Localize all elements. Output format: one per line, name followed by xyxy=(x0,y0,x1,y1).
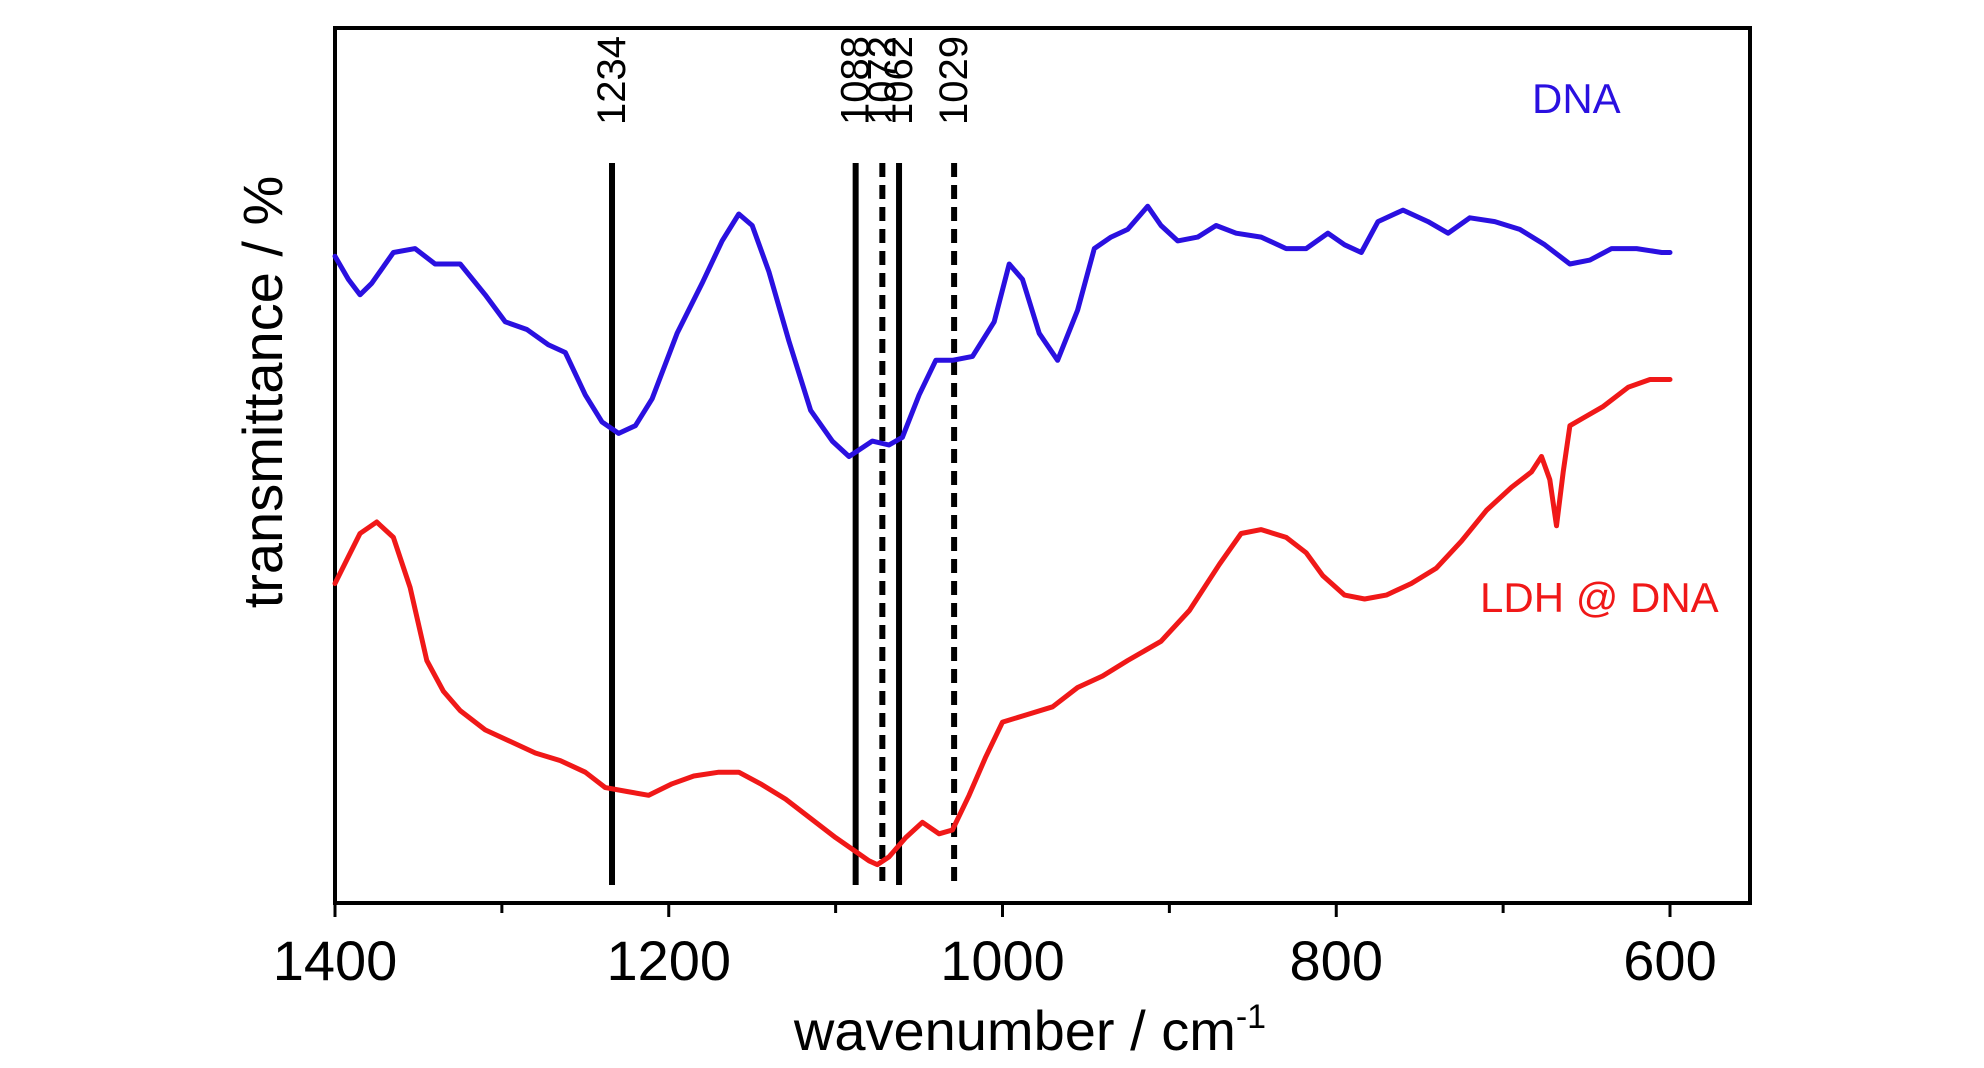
series-label-dna: DNA xyxy=(1532,75,1621,122)
series-label-ldh-dna: LDH @ DNA xyxy=(1480,574,1719,621)
series-lines xyxy=(332,203,1673,868)
marker-label-1088: 1088 xyxy=(834,36,878,125)
x-tick-label: 600 xyxy=(1623,929,1716,992)
x-axis-title-text: wavenumber / cm xyxy=(793,999,1236,1062)
marker-label-1029: 1029 xyxy=(932,36,976,125)
y-axis-title: transmittance / % xyxy=(231,176,294,609)
series-line-ldh-dna xyxy=(332,377,1673,868)
marker-label-1072: 1072 xyxy=(860,36,904,125)
x-tick-label: 1000 xyxy=(940,929,1065,992)
x-tick-label: 1200 xyxy=(606,929,731,992)
x-axis-ticks: 1400 1200 1000 800 600 xyxy=(273,903,1717,992)
x-tick-label: 800 xyxy=(1290,929,1383,992)
series-line-dna xyxy=(332,203,1673,459)
x-tick-label: 1400 xyxy=(273,929,398,992)
x-axis-title-superscript: -1 xyxy=(1236,998,1266,1036)
marker-label-1234: 1234 xyxy=(590,36,634,125)
x-axis-title: wavenumber / cm-1 xyxy=(793,998,1266,1062)
plot-frame xyxy=(333,26,1752,905)
marker-label-1062: 1062 xyxy=(877,36,921,125)
